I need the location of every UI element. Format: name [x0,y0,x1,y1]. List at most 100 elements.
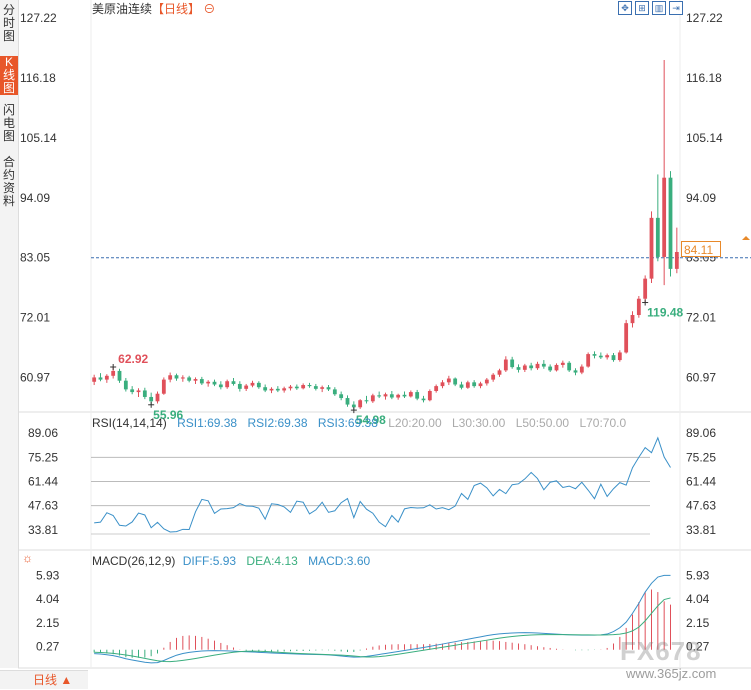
candle-body [586,354,591,367]
candle-body [358,400,363,408]
candle-body [529,365,534,369]
watermark-logo: FX678 [620,636,702,666]
high-annotation: 62.92 [118,352,148,366]
candle-body [592,354,597,356]
candle-body [605,355,610,358]
chart-canvas[interactable]: 127.22 127.22 116.18 116.18 105.14 105.14 94.0… [0,0,751,669]
rsi-tick-label-left: 75.25 [28,450,58,464]
candle-body [554,364,559,371]
price-tick-label-left: 127.22 [20,11,57,25]
rsi-tick-label-right: 89.06 [686,426,716,440]
rsi-tick-label-right: 75.25 [686,450,716,464]
candle-body [453,378,458,385]
macd-dea-line [94,597,671,663]
candle-body [307,385,312,387]
macd-title: MACD(26,12,9) DIFF:5.93 DEA:4.13 MACD:3.… [92,554,377,568]
rsi1-value: RSI1:69.38 [177,416,238,430]
crosshair-icon[interactable]: ✥ [618,1,632,15]
candle-body [655,217,660,257]
candle-body [136,390,141,393]
rsi-level-l30: L30:30.00 [451,416,506,430]
candle-body [256,382,261,388]
candle-body [161,379,166,394]
macd-diff-line [94,574,671,664]
settings-sun-icon[interactable]: ☼ [22,551,33,565]
macd-name: MACD(26,12,9) [92,554,176,568]
candle-body [104,375,109,380]
candle-body [269,388,274,391]
candle-body [130,389,135,393]
price-tick-label-left: 116.18 [20,71,56,85]
last-price-label: 84.11 [681,241,721,257]
candle-body [168,375,173,380]
price-tick-label-right: 60.97 [686,371,716,385]
candle-body [313,386,318,389]
macd-hist-value: MACD:3.60 [308,554,371,568]
tab-timeshare[interactable]: 分时图 [2,3,15,43]
candle-body [668,177,673,269]
rsi-title: RSI(14,14,14) RSI1:69.38 RSI2:69.38 RSI3… [92,416,633,430]
candle-body [193,379,198,381]
candle-body [332,389,337,395]
candle-body [377,395,382,397]
tab-flash-chart[interactable]: 闪电图 [2,103,15,143]
candle-body [92,377,97,382]
circle-minus-icon[interactable]: ⊖ [203,2,216,16]
watermark-url: www.365jz.com [626,666,717,681]
low-annotation: 54.98 [356,413,386,427]
candle-body [155,393,160,402]
price-tick-label-left: 72.01 [20,311,50,325]
rsi3-value: RSI3:69.38 [317,416,378,430]
candle-body [434,386,439,392]
candle-body [174,375,179,379]
candle-body [548,366,553,371]
candle-body [649,217,654,279]
zoom-fit-icon[interactable]: ⊞ [635,1,649,15]
price-tick-label-right: 94.09 [686,191,716,205]
price-tick-label-left: 105.14 [20,131,57,145]
rsi-level-l70: L70:70.0 [579,416,627,430]
price-tick-label-right: 105.14 [686,131,723,145]
candle-body [472,382,477,387]
rsi-tick-label-left: 89.06 [28,426,58,440]
candle-body [465,382,470,388]
low-annotation: 119.48 [647,306,683,320]
tab-contract-info[interactable]: 合约资料 [2,155,15,208]
candle-body [611,355,616,361]
instrument-name: 美原油连续 [92,2,153,16]
period-select-button[interactable]: 日线 ▲ [0,670,88,689]
candle-body [427,391,432,401]
candle-body [180,377,185,379]
candle-body [516,367,521,370]
candle-body [624,323,629,353]
price-tick-label-right: 116.18 [686,71,722,85]
price-tick-label-right: 127.22 [686,11,723,25]
rsi-tick-label-right: 61.44 [686,474,716,488]
candle-body [218,384,223,388]
rsi-level-l20: L20:20.00 [388,416,442,430]
rsi-tick-label-left: 61.44 [28,474,58,488]
macd-tick-label-right: 4.04 [686,592,710,606]
scroll-end-icon[interactable]: ⇥ [669,1,683,15]
rsi-line [94,436,671,533]
candle-body [149,396,154,402]
candle-body [294,386,299,389]
timeframe-label: 【日线】 [152,2,201,16]
rsi2-value: RSI2:69.38 [247,416,308,430]
price-tick-label-left: 94.09 [20,191,50,205]
candle-body [244,385,249,389]
candle-body [351,404,356,408]
candle-style-icon[interactable]: ▥ [652,1,666,15]
candle-body [275,388,280,391]
candle-body [541,363,546,367]
macd-tick-label-left: 0.27 [36,639,60,653]
candle-body [510,359,515,368]
candle-body [402,394,407,397]
candle-body [522,365,527,370]
candle-body [339,394,344,399]
rsi-level-l50: L50:50.00 [515,416,570,430]
candle-body [674,251,679,269]
candle-body [282,388,287,391]
candle-body [111,370,116,376]
